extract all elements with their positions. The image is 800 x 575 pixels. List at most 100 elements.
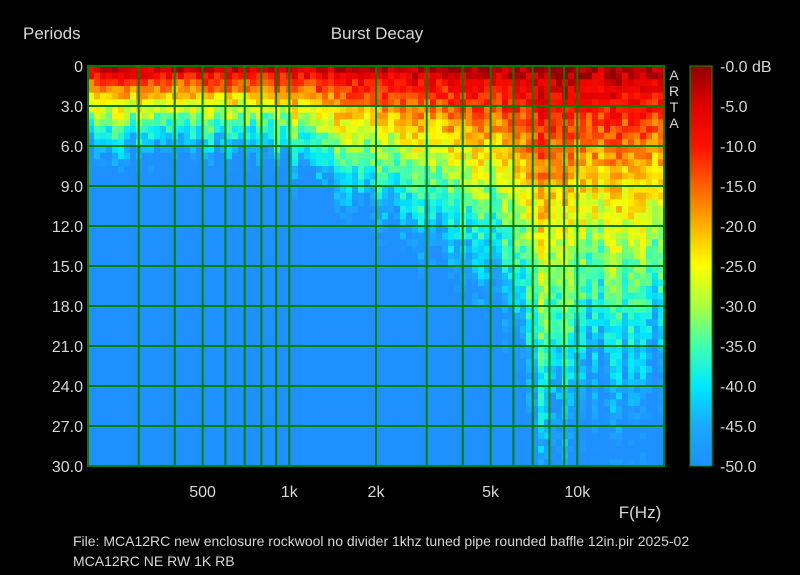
heatmap-cell: [148, 92, 155, 100]
heatmap-cell: [118, 292, 125, 300]
heatmap-cell: [394, 266, 401, 274]
heatmap-cell: [346, 126, 353, 134]
heatmap-cell: [292, 199, 299, 207]
heatmap-cell: [526, 432, 533, 440]
heatmap-cell: [556, 292, 563, 300]
heatmap-cell: [292, 439, 299, 447]
heatmap-cell: [370, 72, 377, 80]
heatmap-cell: [328, 246, 335, 254]
heatmap-cell: [418, 206, 425, 214]
heatmap-cell: [280, 259, 287, 267]
heatmap-cell: [148, 366, 155, 374]
heatmap-cell: [550, 239, 557, 247]
heatmap-cell: [550, 366, 557, 374]
heatmap-cell: [256, 392, 263, 400]
heatmap-cell: [310, 352, 317, 360]
heatmap-cell: [526, 359, 533, 367]
heatmap-cell: [370, 366, 377, 374]
heatmap-cell: [298, 159, 305, 167]
heatmap-cell: [496, 426, 503, 434]
heatmap-cell: [322, 186, 329, 194]
heatmap-cell: [262, 306, 269, 314]
heatmap-cell: [430, 119, 437, 127]
heatmap-cell: [112, 92, 119, 100]
heatmap-cell: [298, 232, 305, 240]
heatmap-cell: [580, 419, 587, 427]
heatmap-cell: [406, 359, 413, 367]
heatmap-cell: [190, 339, 197, 347]
heatmap-cell: [382, 306, 389, 314]
heatmap-cell: [346, 312, 353, 320]
heatmap-cell: [418, 286, 425, 294]
heatmap-cell: [118, 166, 125, 174]
heatmap-cell: [88, 259, 95, 267]
heatmap-cell: [178, 219, 185, 227]
heatmap-cell: [304, 286, 311, 294]
heatmap-cell: [520, 399, 527, 407]
heatmap-cell: [514, 366, 521, 374]
heatmap-cell: [490, 199, 497, 207]
heatmap-cell: [406, 86, 413, 94]
heatmap-cell: [106, 286, 113, 294]
heatmap-cell: [190, 286, 197, 294]
heatmap-cell: [370, 392, 377, 400]
heatmap-cell: [94, 66, 101, 74]
heatmap-cell: [466, 172, 473, 180]
heatmap-cell: [130, 279, 137, 287]
heatmap-cell: [514, 152, 521, 160]
heatmap-cell: [448, 92, 455, 100]
heatmap-cell: [490, 266, 497, 274]
heatmap-cell: [358, 306, 365, 314]
heatmap-cell: [100, 192, 107, 200]
heatmap-cell: [316, 292, 323, 300]
heatmap-cell: [340, 199, 347, 207]
heatmap-cell: [94, 146, 101, 154]
heatmap-cell: [160, 452, 167, 460]
heatmap-cell: [310, 252, 317, 260]
heatmap-cell: [478, 226, 485, 234]
heatmap-cell: [250, 419, 257, 427]
heatmap-cell: [244, 399, 251, 407]
heatmap-cell: [112, 346, 119, 354]
heatmap-cell: [526, 226, 533, 234]
heatmap-cell: [568, 126, 575, 134]
heatmap-cell: [208, 172, 215, 180]
heatmap-cell: [322, 232, 329, 240]
heatmap-cell: [322, 306, 329, 314]
heatmap-cell: [562, 326, 569, 334]
heatmap-cell: [490, 159, 497, 167]
heatmap-cell: [160, 126, 167, 134]
heatmap-cell: [106, 406, 113, 414]
heatmap-cell: [376, 199, 383, 207]
heatmap-cell: [232, 392, 239, 400]
heatmap-cell: [328, 306, 335, 314]
heatmap-cell: [358, 119, 365, 127]
heatmap-cell: [256, 312, 263, 320]
heatmap-cell: [214, 312, 221, 320]
heatmap-cell: [544, 92, 551, 100]
heatmap-cell: [274, 326, 281, 334]
heatmap-cell: [388, 199, 395, 207]
heatmap-cell: [310, 266, 317, 274]
heatmap-cell: [190, 439, 197, 447]
heatmap-cell: [526, 306, 533, 314]
heatmap-cell: [112, 99, 119, 107]
heatmap-cell: [556, 99, 563, 107]
heatmap-cell: [406, 159, 413, 167]
heatmap-cell: [274, 126, 281, 134]
heatmap-cell: [226, 266, 233, 274]
heatmap-cell: [106, 72, 113, 80]
heatmap-cell: [478, 266, 485, 274]
heatmap-cell: [130, 179, 137, 187]
heatmap-cell: [160, 372, 167, 380]
heatmap-cell: [160, 206, 167, 214]
heatmap-cell: [328, 326, 335, 334]
heatmap-cell: [118, 226, 125, 234]
heatmap-cell: [292, 426, 299, 434]
heatmap-cell: [550, 66, 557, 74]
heatmap-cell: [226, 212, 233, 220]
heatmap-cell: [412, 92, 419, 100]
heatmap-cell: [142, 419, 149, 427]
heatmap-cell: [526, 159, 533, 167]
heatmap-cell: [112, 286, 119, 294]
